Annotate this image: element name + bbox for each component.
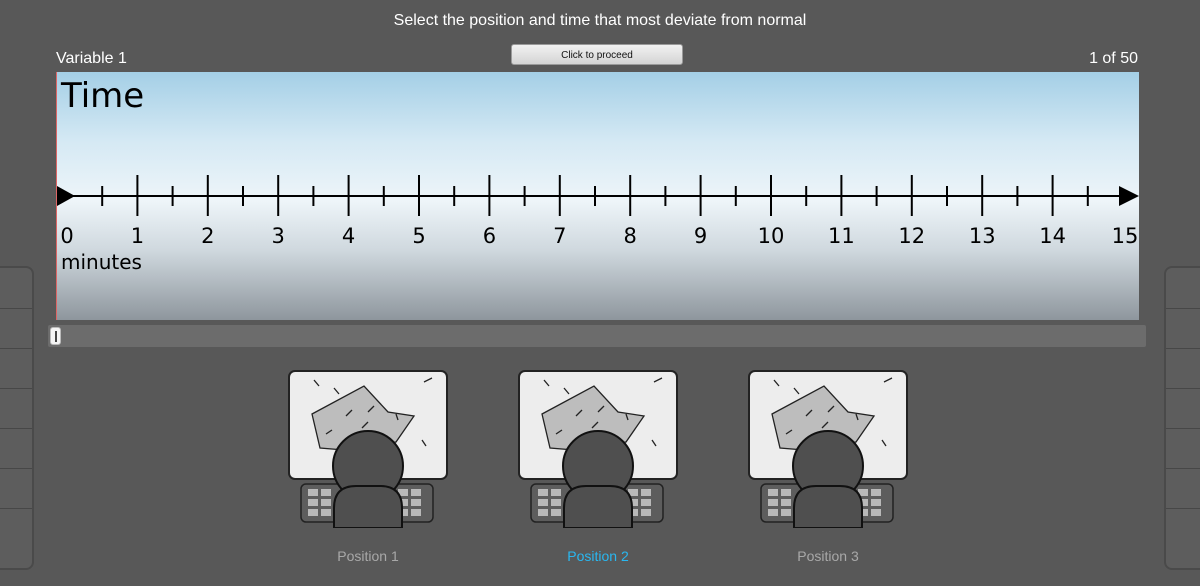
timeline-tick-label: 2 [201,224,214,248]
instruction-text: Select the position and time that most d… [393,12,807,29]
timeline-tick-label: 12 [898,224,925,248]
timeline-title: Time [61,76,145,116]
timeline-ticks [101,175,1089,216]
position-label[interactable]: Position 3 [797,548,859,564]
timeline-tick-label: 8 [624,224,637,248]
workstation-illustration [516,368,686,533]
position-option-1[interactable]: Position 1 [286,368,456,578]
time-scrubber-handle[interactable] [50,327,61,345]
workstation-illustration [286,368,456,533]
timeline-tick-label: 7 [553,224,566,248]
trial-counter: 1 of 50 [1089,50,1138,67]
timeline-tick-label: 6 [483,224,496,248]
timeline-tick-label: 13 [969,224,996,248]
timeline-tick-label: 4 [342,224,355,248]
proceed-button[interactable]: Click to proceed [511,44,683,65]
timeline-tick-label: 11 [828,224,855,248]
position-option-2[interactable]: Position 2 [516,368,686,578]
timeline-end-arrow-icon [1119,186,1139,206]
position-label[interactable]: Position 1 [337,548,399,564]
timeline-tick-label: 9 [694,224,707,248]
timeline-tick-label: 5 [412,224,425,248]
position-label[interactable]: Position 2 [567,548,629,564]
timeline-start-arrow-icon [57,186,75,206]
position-option-3[interactable]: Position 3 [746,368,916,578]
workstation-illustration [746,368,916,533]
right-side-panel-decoration [1164,266,1200,570]
left-side-panel-decoration [0,266,34,570]
timeline-panel[interactable]: Time 0 1 2 3 4 5 6 7 8 9 10 11 12 13 14 15 minutes [56,72,1139,320]
timeline-tick-label: 14 [1039,224,1066,248]
variable-label: Variable 1 [56,50,127,67]
timeline-units-label: minutes [61,250,142,274]
timeline-tick-label: 3 [272,224,285,248]
timeline-tick-label: 1 [131,224,144,248]
timeline-axis: 0 1 2 3 4 5 6 7 8 9 10 11 12 13 14 15 [57,175,1139,248]
time-scrubber-track[interactable] [48,325,1146,347]
timeline-tick-label: 15 [1112,224,1139,248]
timeline-tick-label: 10 [758,224,785,248]
timeline-tick-label: 0 [60,224,73,248]
